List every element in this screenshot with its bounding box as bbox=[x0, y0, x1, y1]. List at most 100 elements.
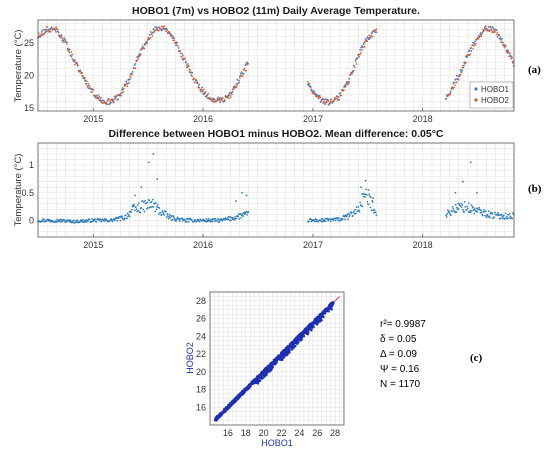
data-point-hobo2 bbox=[207, 92, 210, 95]
difference-point bbox=[124, 214, 127, 217]
scatter-point bbox=[213, 418, 217, 422]
data-point-hobo2 bbox=[462, 66, 465, 69]
data-point-hobo2 bbox=[145, 40, 147, 43]
difference-point bbox=[135, 206, 137, 208]
data-point-hobo2 bbox=[178, 50, 181, 52]
difference-point bbox=[201, 219, 204, 222]
panel-a-y-axis-label: Temperature (°C) bbox=[13, 30, 24, 103]
x-tick-label: 16 bbox=[223, 428, 233, 438]
scatter-point bbox=[309, 323, 313, 327]
data-point-hobo2 bbox=[315, 93, 317, 95]
data-point-hobo1 bbox=[110, 101, 112, 104]
data-point-hobo2 bbox=[150, 33, 153, 35]
difference-outlier-point bbox=[245, 194, 248, 197]
scatter-point bbox=[273, 360, 277, 363]
panel-a-data-points bbox=[37, 25, 515, 106]
scatter-point bbox=[282, 354, 285, 357]
data-point-hobo2 bbox=[475, 38, 478, 41]
panel-a-legend: HOBO1 HOBO2 bbox=[469, 81, 514, 109]
difference-point bbox=[475, 207, 478, 210]
difference-point bbox=[168, 215, 170, 218]
data-point-hobo2 bbox=[354, 61, 357, 63]
difference-point bbox=[480, 211, 483, 214]
data-point-hobo2 bbox=[336, 95, 339, 98]
data-point-hobo2 bbox=[470, 47, 473, 49]
data-point-hobo1 bbox=[112, 99, 115, 102]
difference-outlier-point bbox=[147, 161, 150, 164]
difference-point bbox=[352, 211, 355, 214]
difference-point bbox=[165, 216, 168, 218]
data-point-hobo1 bbox=[175, 44, 177, 47]
difference-point bbox=[64, 221, 66, 224]
data-point-hobo1 bbox=[244, 64, 247, 67]
data-point-hobo2 bbox=[108, 99, 111, 101]
data-point-hobo2 bbox=[163, 25, 166, 27]
data-point-hobo2 bbox=[79, 69, 82, 72]
data-point-hobo1 bbox=[227, 94, 230, 97]
difference-point bbox=[488, 215, 491, 217]
difference-point bbox=[357, 206, 360, 208]
difference-point bbox=[58, 220, 60, 223]
data-point-hobo2 bbox=[468, 54, 471, 56]
difference-point bbox=[73, 219, 75, 222]
difference-point bbox=[103, 220, 105, 222]
data-point-hobo2 bbox=[505, 50, 508, 53]
scatter-point bbox=[295, 342, 299, 345]
data-point-hobo1 bbox=[217, 96, 220, 99]
difference-point bbox=[356, 210, 359, 213]
difference-point bbox=[477, 208, 480, 211]
data-point-hobo2 bbox=[318, 95, 321, 98]
data-point-hobo2 bbox=[63, 41, 65, 43]
data-point-hobo2 bbox=[54, 28, 56, 30]
data-point-hobo1 bbox=[331, 102, 334, 104]
difference-point bbox=[94, 218, 96, 220]
data-point-hobo2 bbox=[48, 30, 50, 32]
data-point-hobo2 bbox=[488, 30, 491, 33]
data-point-hobo2 bbox=[67, 50, 70, 52]
difference-outlier-point bbox=[360, 186, 362, 189]
scatter-point bbox=[298, 337, 302, 341]
data-point-hobo2 bbox=[185, 61, 187, 64]
data-point-hobo2 bbox=[197, 85, 200, 88]
difference-point bbox=[117, 217, 120, 220]
difference-outlier-point bbox=[462, 180, 464, 183]
data-point-hobo2 bbox=[472, 48, 474, 50]
data-point-hobo1 bbox=[459, 69, 462, 71]
stat-delta-upper: Δ = 0.09 bbox=[380, 349, 417, 360]
difference-point bbox=[348, 215, 351, 218]
difference-point bbox=[205, 218, 208, 220]
data-point-hobo2 bbox=[59, 36, 62, 38]
scatter-point bbox=[320, 318, 323, 322]
data-point-hobo1 bbox=[450, 88, 453, 91]
data-point-hobo2 bbox=[346, 83, 349, 86]
data-point-hobo2 bbox=[115, 95, 118, 97]
scatter-point bbox=[252, 381, 255, 385]
scatter-point bbox=[331, 301, 335, 305]
difference-point bbox=[511, 217, 514, 220]
difference-point bbox=[127, 215, 129, 218]
difference-outlier-point bbox=[156, 178, 159, 180]
data-point-hobo2 bbox=[340, 94, 343, 97]
difference-point bbox=[56, 218, 59, 221]
difference-point bbox=[241, 213, 244, 215]
scatter-point bbox=[260, 372, 263, 376]
difference-point bbox=[142, 201, 145, 203]
difference-point bbox=[100, 220, 103, 222]
difference-point bbox=[460, 206, 463, 209]
difference-point bbox=[227, 218, 230, 221]
difference-point bbox=[500, 213, 503, 216]
data-point-hobo2 bbox=[148, 38, 151, 40]
data-point-hobo1 bbox=[484, 25, 487, 28]
data-point-hobo2 bbox=[343, 89, 345, 91]
difference-point bbox=[228, 215, 230, 218]
difference-point bbox=[130, 208, 133, 211]
data-point-hobo2 bbox=[227, 96, 230, 98]
data-point-hobo1 bbox=[202, 90, 204, 93]
data-point-hobo2 bbox=[112, 101, 115, 104]
data-point-hobo1 bbox=[129, 78, 131, 81]
difference-point bbox=[501, 215, 503, 217]
data-point-hobo2 bbox=[187, 64, 190, 67]
difference-point bbox=[244, 212, 247, 215]
difference-point bbox=[191, 218, 193, 221]
data-point-hobo2 bbox=[158, 29, 160, 32]
